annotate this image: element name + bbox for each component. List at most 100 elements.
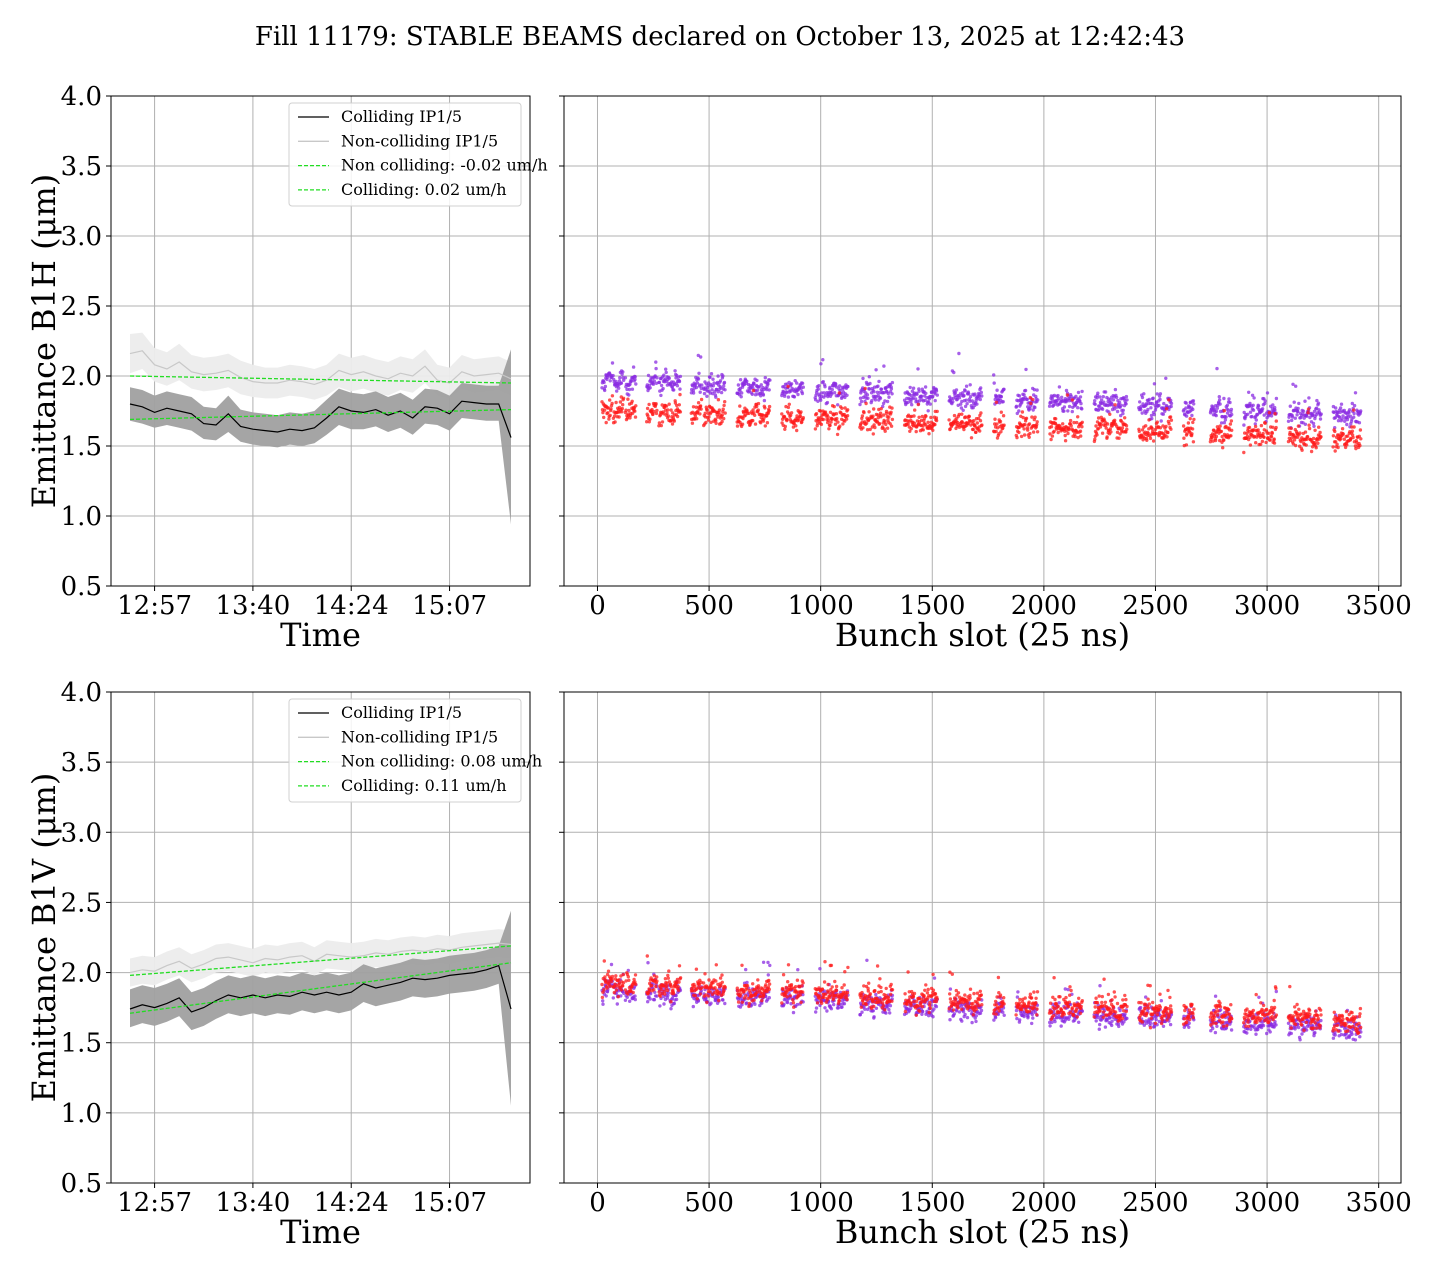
scatter-point [979,390,983,395]
scatter-point [1032,388,1037,392]
scatter-point [1298,431,1302,435]
y-tick-label: 3.0 [61,818,102,848]
scatter-point [953,391,958,395]
scatter-point [1017,394,1022,398]
scatter-point [1124,402,1128,406]
scatter-point [801,992,805,997]
scatter-point [1214,409,1219,413]
scatter-point [888,1011,892,1015]
scatter-point [1274,425,1278,430]
scatter-point [1316,401,1321,405]
scatter-point [1212,1015,1217,1019]
scatter-point [927,1014,931,1018]
scatter-point [701,981,706,985]
scatter-point [755,388,760,392]
scatter-point [957,412,961,417]
scatter-point [1308,1012,1312,1016]
scatter-point [716,415,720,419]
series-band [130,910,511,1106]
scatter-point [1062,1012,1067,1016]
scatter-point [717,998,721,1003]
scatter-point [661,412,666,416]
scatter-point [860,414,865,418]
scatter-point [1254,418,1259,422]
scatter-point [1250,414,1254,419]
scatter-point [1256,1027,1260,1032]
scatter-point [720,419,724,424]
scatter-point [1158,397,1162,402]
scatter-point [1053,997,1057,1002]
scatter-point [1219,429,1224,434]
scatter-point [818,967,822,971]
scatter-point [1076,390,1081,395]
scatter-point [993,417,997,421]
scatter-point [1191,1015,1196,1020]
scatter-point [765,421,770,425]
scatter-point [816,399,820,403]
scatter-point [952,413,957,418]
scatter-point [761,413,765,417]
scatter-point [794,985,798,989]
scatter-point [1100,994,1105,999]
legend-entry: Non colliding: -0.02 um/h [341,156,548,175]
scatter-point [1228,422,1233,426]
series-line [129,400,512,438]
scatter-point [625,995,629,999]
scatter-point [661,386,665,391]
scatter-point [659,393,663,398]
scatter-point [1035,420,1039,424]
scatter-point [610,401,614,406]
scatter-point [1358,1012,1362,1016]
scatter-point [980,394,984,398]
scatter-point [758,994,763,998]
scatter-point [872,1004,876,1009]
scatter-point [1074,1007,1079,1011]
scatter-point [1140,428,1145,432]
scatter-point [1259,442,1263,446]
scatter-point [788,994,792,998]
scatter-point [662,1002,666,1006]
scatter-point [968,395,973,399]
scatter-point [1139,1001,1143,1005]
scatter-point [998,419,1003,424]
scatter-point [975,421,979,425]
scatter-point [618,376,622,380]
scatter-point [1105,422,1110,426]
scatter-point [627,408,631,413]
scatter-point [789,983,794,987]
scatter-point [1076,415,1080,419]
scatter-point [1030,415,1034,419]
scatter-point [825,400,830,405]
scatter-point [662,984,666,988]
scatter-point [1227,1008,1231,1012]
y-tick-label: 2.5 [61,292,102,322]
scatter-point [1032,1004,1037,1009]
series-band [130,332,511,400]
scatter-point [761,960,766,964]
scatter-point [874,368,878,372]
scatter-point [629,988,633,993]
scatter-point [1353,444,1358,448]
scatter-point [1098,395,1102,399]
scatter-point [1245,434,1250,439]
scatter-point [1111,398,1116,402]
scatter-point [610,977,614,981]
scatter-point [1352,411,1356,416]
scatter-point [955,1009,959,1013]
scatter-point [675,977,680,982]
scatter-point [795,428,799,433]
scatter-point [628,999,632,1003]
scatter-point [1067,404,1072,409]
plot-frame [110,691,531,1184]
scatter-point [884,1011,888,1015]
scatter-point [767,404,772,409]
scatter-point [631,990,635,995]
scatter-point [1093,399,1097,403]
x-axis-label: Time [280,1213,361,1251]
x-tick-label: 12:57 [117,591,192,621]
scatter-point [655,994,659,998]
x-tick-label: 0 [589,1188,606,1218]
scatter-point [1213,438,1218,443]
scatter-point [1073,434,1077,439]
scatter-point [1062,405,1067,409]
